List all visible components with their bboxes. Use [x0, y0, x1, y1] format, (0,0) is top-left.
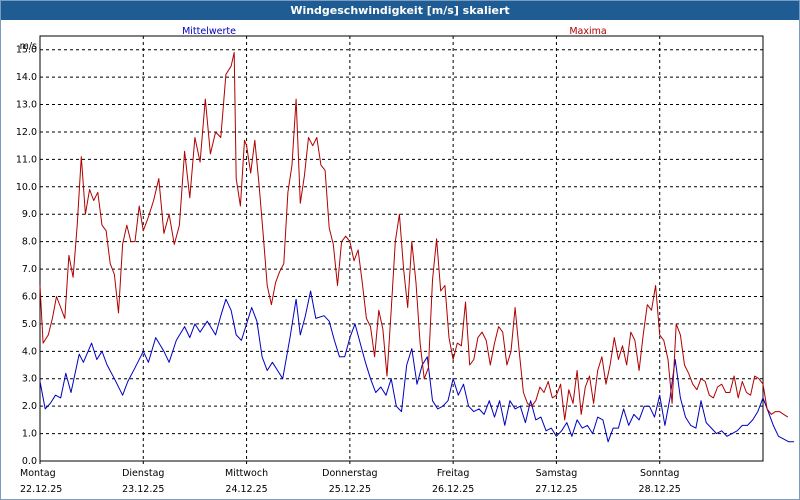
plot-frame	[39, 35, 764, 462]
y-tick-label: 8.0	[22, 237, 37, 248]
y-tick-label: 9.0	[22, 209, 37, 220]
grid	[40, 36, 763, 461]
x-tick-date: 26.12.25	[432, 484, 474, 495]
y-tick-label: 2.0	[22, 401, 37, 412]
y-tick-label: 3.0	[22, 374, 37, 385]
x-tick-day: Sonntag	[640, 468, 679, 479]
x-tick-day: Mittwoch	[225, 468, 268, 479]
y-tick-label: 13.0	[16, 100, 37, 111]
x-tick-day: Donnerstag	[322, 468, 377, 479]
x-tick-date: 28.12.25	[639, 484, 681, 495]
chart-title: Windgeschwindigkeit [m/s] skaliert	[1, 1, 799, 20]
y-tick-label: 0.0	[22, 456, 37, 467]
labels: 0.0 1.0 2.0 3.0 4.0 5.0 6.0 7.0 8.0 9.0 10.0 11.0 12…	[16, 26, 681, 495]
legend-maxima: Maxima	[569, 26, 606, 37]
y-tick-label: 5.0	[22, 319, 37, 330]
y-tick-label: 12.0	[16, 127, 37, 138]
series-line-maxima	[39, 52, 789, 421]
y-tick-label: 10.0	[16, 182, 37, 193]
x-tick-day: Freitag	[437, 468, 470, 479]
y-tick-label: 1.0	[22, 429, 37, 440]
y-axis-label: m/s	[20, 41, 37, 52]
x-tick-day: Montag	[20, 468, 56, 479]
x-tick-day: Dienstag	[122, 468, 164, 479]
y-tick-label: 6.0	[22, 291, 37, 302]
legend-mittelwerte: Mittelwerte	[182, 26, 236, 37]
y-tick-label: 15.0	[16, 45, 37, 56]
x-tick-date: 24.12.25	[225, 484, 267, 495]
y-tick-label: 4.0	[22, 346, 37, 357]
y-tick-label: 11.0	[16, 154, 37, 165]
x-tick-date: 27.12.25	[535, 484, 577, 495]
series-line-mittelwerte	[39, 290, 794, 443]
x-tick-date: 25.12.25	[329, 484, 371, 495]
axes	[39, 35, 764, 464]
y-tick-label: 14.0	[16, 72, 37, 83]
series	[39, 52, 794, 443]
x-tick-date: 22.12.25	[20, 484, 62, 495]
x-tick-day: Samstag	[536, 468, 578, 479]
x-tick-date: 23.12.25	[122, 484, 164, 495]
y-tick-label: 7.0	[22, 264, 37, 275]
